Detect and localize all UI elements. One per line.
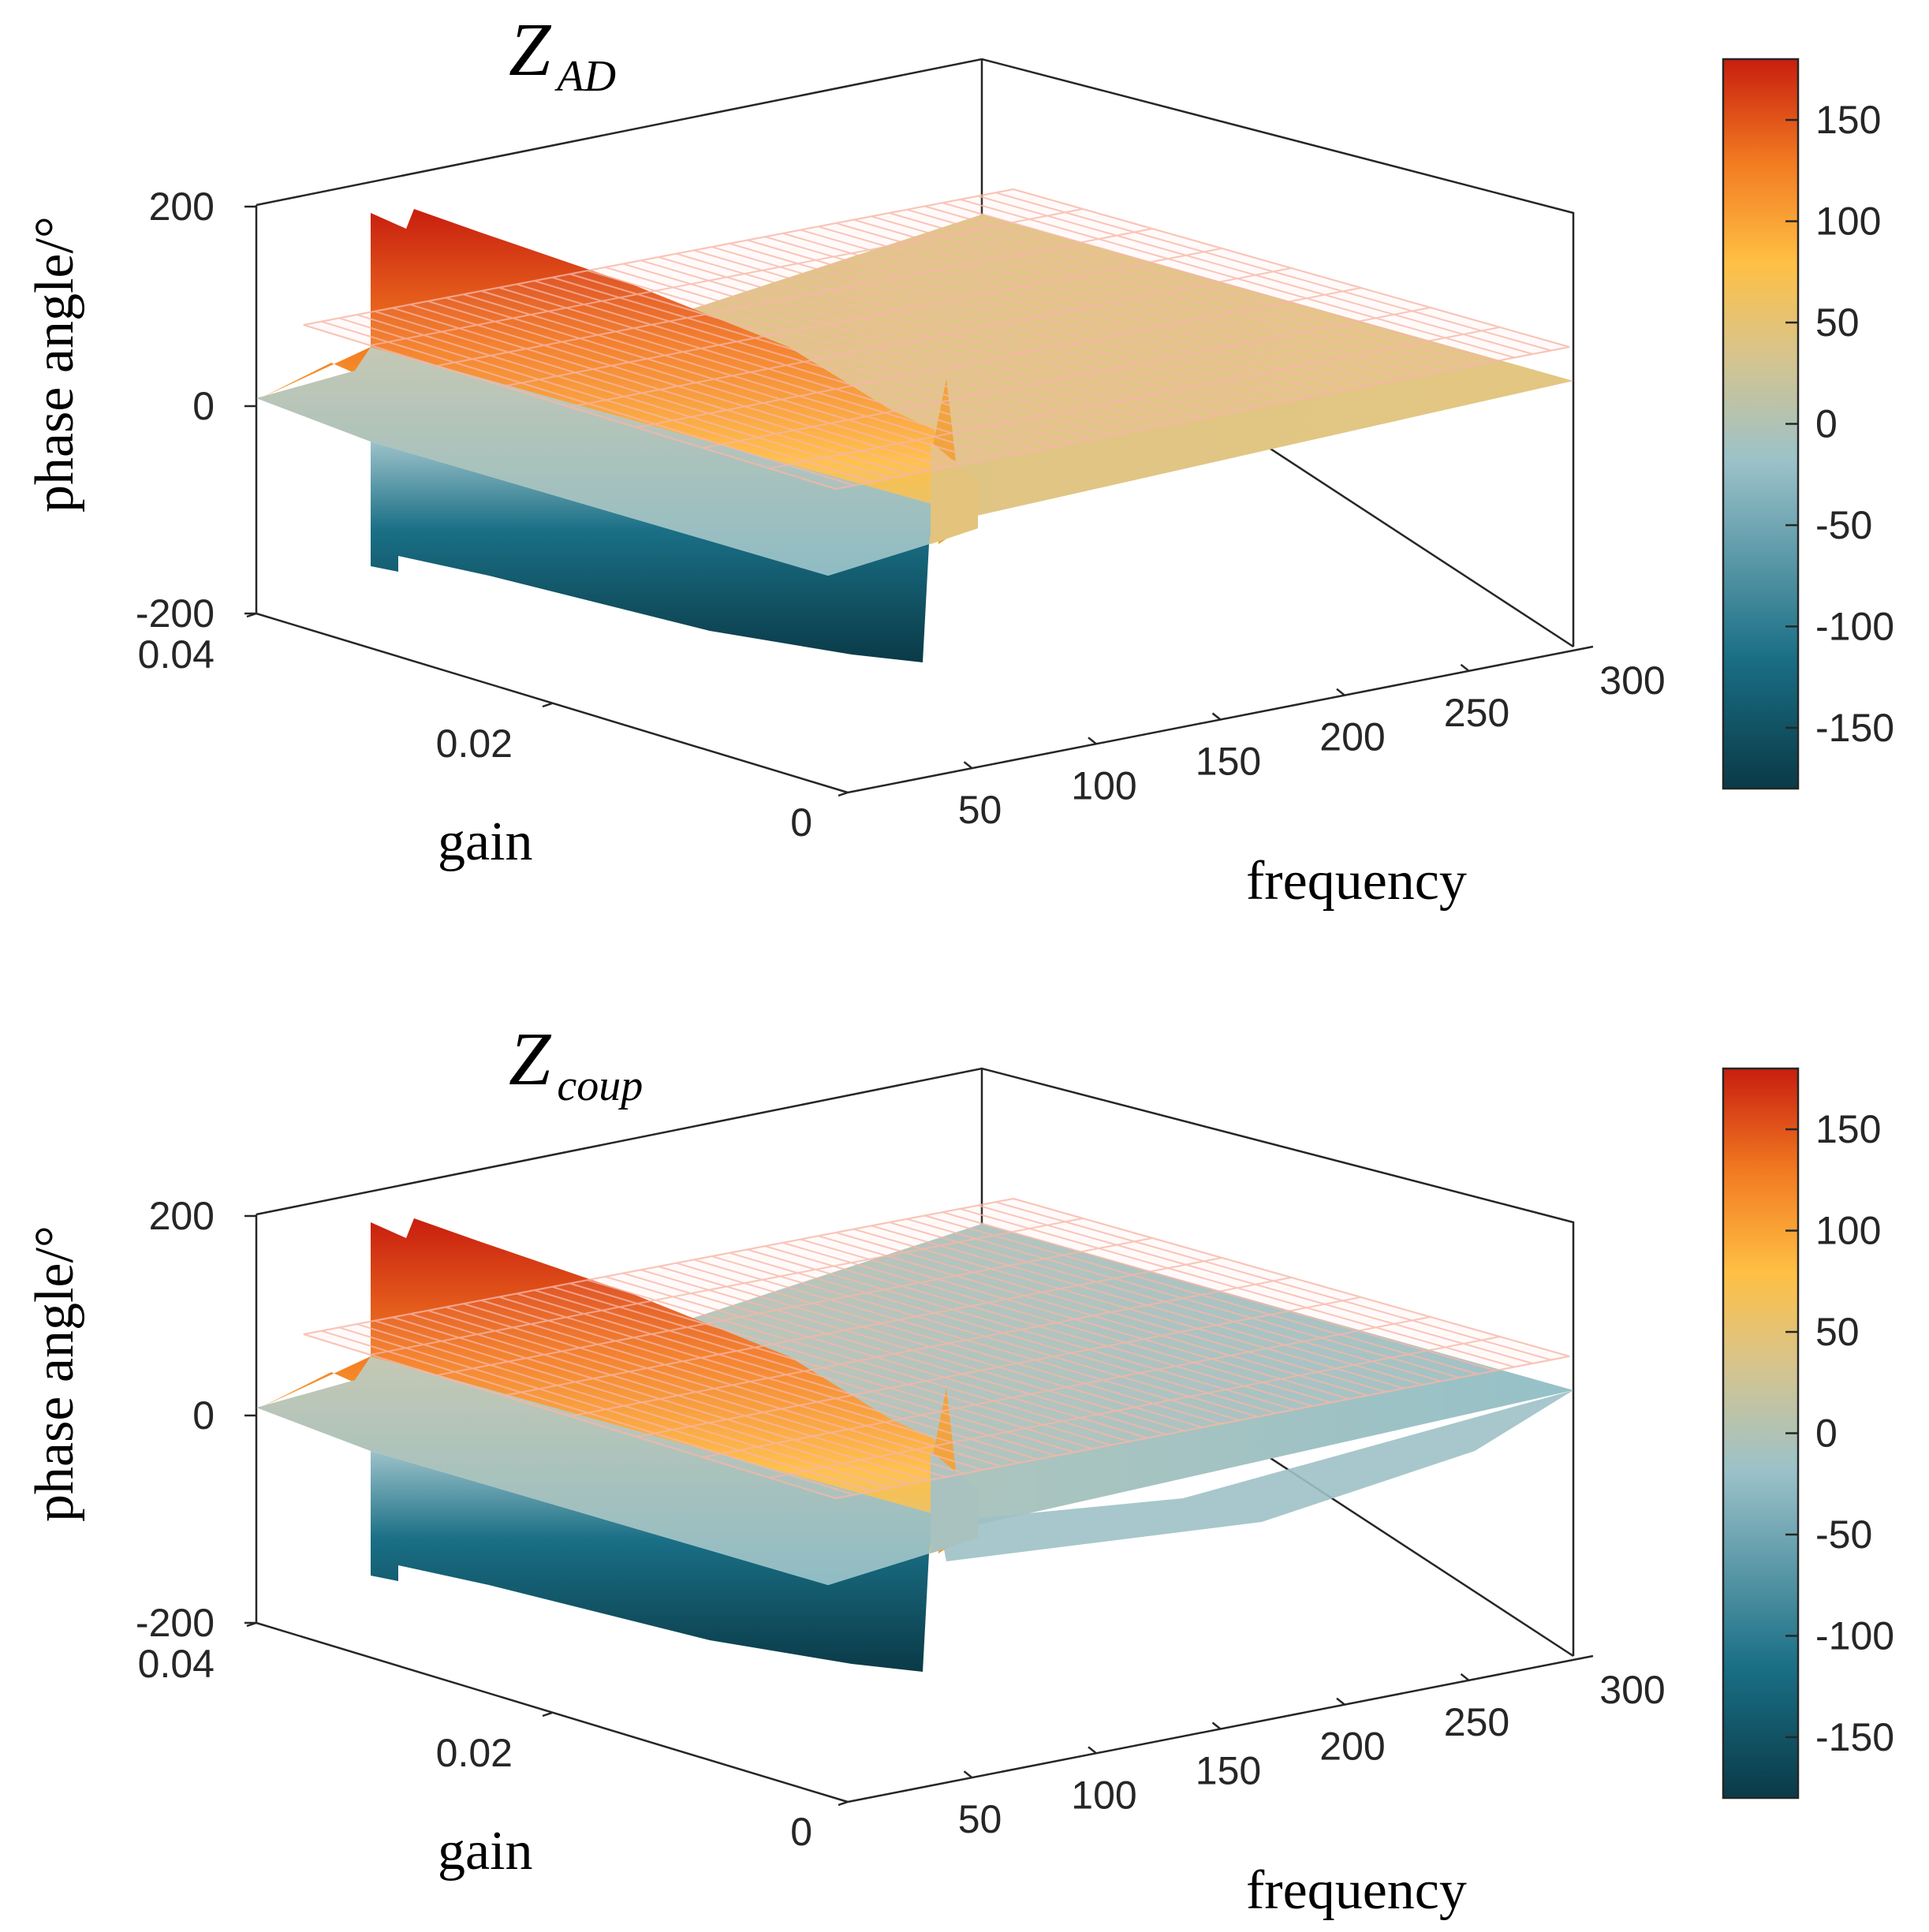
gain-tick (838, 791, 849, 797)
frequency-tick (963, 761, 973, 770)
frequency-tick (1211, 712, 1222, 721)
frequency-tick (1088, 737, 1097, 745)
reference-plane-grid (303, 1197, 1570, 1500)
chart-title-main: Z (509, 1016, 552, 1101)
plane-grid-line (703, 307, 1431, 449)
plane-grid-line (636, 1296, 1361, 1438)
frequency-tick-label: 200 (1319, 715, 1385, 759)
axis-box-top (256, 58, 1575, 647)
frequency-tick-label: 150 (1196, 1749, 1261, 1793)
chart-title: Z AD (509, 7, 616, 101)
plane-grid-line (502, 1257, 1222, 1397)
frequency-tick-label: 250 (1444, 691, 1509, 735)
plane-grid-line (436, 1237, 1153, 1376)
low-gain-strip (256, 347, 935, 576)
frequency-tick (1336, 688, 1345, 696)
frequency-axis-label: frequency (1246, 1860, 1467, 1921)
plane-grid-line (303, 188, 1014, 326)
plane-grid-line (569, 1277, 1292, 1417)
negative-phase-face (371, 442, 929, 662)
z-tick-label: 0 (192, 1393, 215, 1438)
negative-phase-face (371, 1451, 929, 1672)
chart-title-subscript: coup (557, 1061, 643, 1110)
plane-grid-line (502, 248, 1222, 387)
frequency-axis-label: frequency (1246, 851, 1467, 912)
chart-title-main: Z (509, 7, 552, 91)
colorbar-tick-label: 0 (1815, 402, 1838, 446)
frequency-tick (1336, 1697, 1345, 1706)
gain-axis-line (256, 1621, 849, 1803)
gain-tick (542, 702, 553, 708)
frequency-tick-label: 250 (1444, 1700, 1509, 1744)
colorbar-tick-label: -100 (1815, 1613, 1894, 1658)
frequency-tick (1211, 1721, 1222, 1730)
plane-grid-line (370, 1218, 1084, 1356)
z-tick-label: 0 (192, 384, 215, 428)
gain-tick (246, 612, 257, 618)
gain-tick-label: 0 (790, 1810, 812, 1854)
colorbar-tick-label: -100 (1815, 604, 1894, 648)
colorbar-tick-label: 100 (1815, 200, 1881, 244)
plane-grid-line (835, 346, 1570, 490)
plane-grid-line (303, 1198, 1014, 1335)
gain-tick (246, 1621, 257, 1628)
z-tick-label: -200 (136, 591, 215, 636)
gain-tick (838, 1800, 849, 1807)
frequency-tick-label: 300 (1599, 1668, 1665, 1712)
z-tick-label: 200 (149, 1194, 215, 1238)
colorbar-tick-label: 100 (1815, 1209, 1881, 1253)
plane-grid-line (835, 1356, 1570, 1499)
plane-grid-line (436, 228, 1153, 367)
gain-tick-label: 0.04 (138, 1642, 215, 1686)
colorbar-tick-label: 50 (1815, 300, 1860, 345)
plane-grid-line (370, 208, 1084, 346)
low-gain-strip (256, 1356, 935, 1585)
gain-tick (542, 1711, 553, 1718)
gain-tick-label: 0 (790, 800, 812, 845)
colorbar-tick-label: 150 (1815, 1107, 1881, 1151)
colorbar-tick-label: -50 (1815, 503, 1872, 547)
axis-box-top (256, 1067, 1575, 1656)
plane-grid-line (703, 1316, 1431, 1458)
colorbar-tick-label: 50 (1815, 1310, 1860, 1354)
z-tick-label: 200 (149, 185, 215, 229)
plane-grid-line (636, 287, 1361, 428)
frequency-tick (963, 1770, 973, 1779)
z-axis-label: phase angle/° (24, 216, 85, 513)
plane-grid-line (769, 1336, 1501, 1479)
reference-plane-grid (303, 188, 1570, 490)
frequency-tick (1460, 1673, 1470, 1681)
gain-tick-label: 0.04 (138, 632, 215, 677)
gain-tick-label: 0.02 (436, 1731, 513, 1775)
frequency-tick-label: 100 (1071, 763, 1136, 807)
gain-axis-line (256, 612, 849, 794)
colorbar-tick-label: -150 (1815, 706, 1894, 750)
colorbar-tick-label: 0 (1815, 1412, 1838, 1456)
colorbar-tick-label: -150 (1815, 1715, 1894, 1759)
frequency-tick-label: 150 (1196, 740, 1261, 784)
frequency-tick (1460, 663, 1470, 672)
z-tick-label: -200 (136, 1601, 215, 1645)
frequency-tick-label: 200 (1319, 1725, 1385, 1769)
frequency-tick-label: 300 (1599, 658, 1665, 703)
colorbar-tick-label: 150 (1815, 98, 1881, 142)
gain-axis-label: gain (438, 811, 533, 872)
flat-surface-dip (938, 1390, 1573, 1561)
gain-tick-label: 0.02 (436, 722, 513, 766)
chart-title-subscript: AD (554, 52, 616, 101)
frequency-tick-label: 50 (958, 788, 1002, 832)
gain-axis-label: gain (438, 1821, 533, 1882)
z-axis-label: phase angle/° (24, 1225, 85, 1522)
frequency-tick-label: 50 (958, 1797, 1002, 1841)
frequency-tick (1088, 1746, 1097, 1755)
frequency-tick-label: 100 (1071, 1773, 1136, 1817)
plane-grid-line (769, 326, 1501, 469)
colorbar-tick-label: -50 (1815, 1512, 1872, 1557)
plane-grid-line (569, 267, 1292, 408)
